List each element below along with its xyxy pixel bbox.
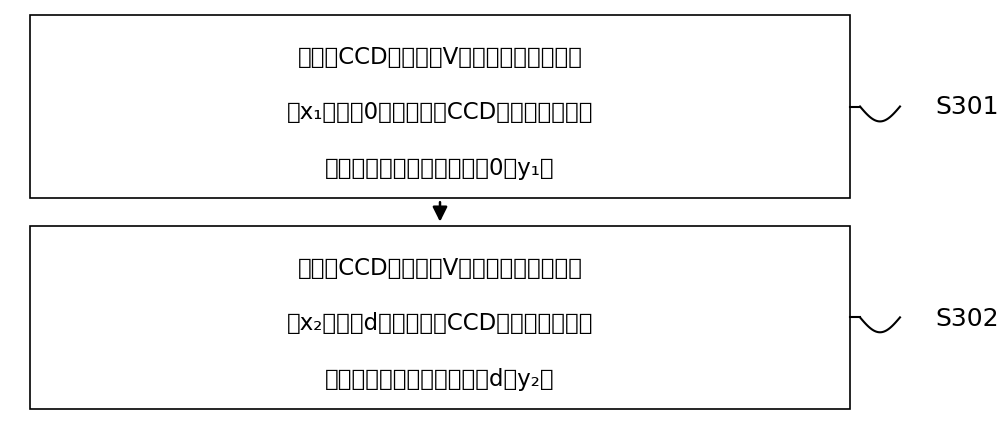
- Text: 离x₂设置为d，记录所述CCD传感器感应到出: 离x₂设置为d，记录所述CCD传感器感应到出: [287, 312, 593, 335]
- Text: 将所述CCD传感器与V棱镜出射面的水平距: 将所述CCD传感器与V棱镜出射面的水平距: [297, 257, 582, 280]
- Text: 离x₁设置为0，记录所述CCD传感器感应到出: 离x₁设置为0，记录所述CCD传感器感应到出: [287, 101, 593, 124]
- Bar: [30, 226, 850, 409]
- Bar: [30, 15, 850, 198]
- Text: 将所述CCD传感器与V棱镜出射面的水平距: 将所述CCD传感器与V棱镜出射面的水平距: [297, 46, 582, 69]
- Text: 射电磁波光束的位置坐标（d，y₂）: 射电磁波光束的位置坐标（d，y₂）: [325, 368, 555, 391]
- Text: S302: S302: [935, 308, 999, 331]
- Text: 射电磁波光束的位置坐标（0，y₁）: 射电磁波光束的位置坐标（0，y₁）: [325, 157, 555, 180]
- Text: S301: S301: [935, 95, 998, 118]
